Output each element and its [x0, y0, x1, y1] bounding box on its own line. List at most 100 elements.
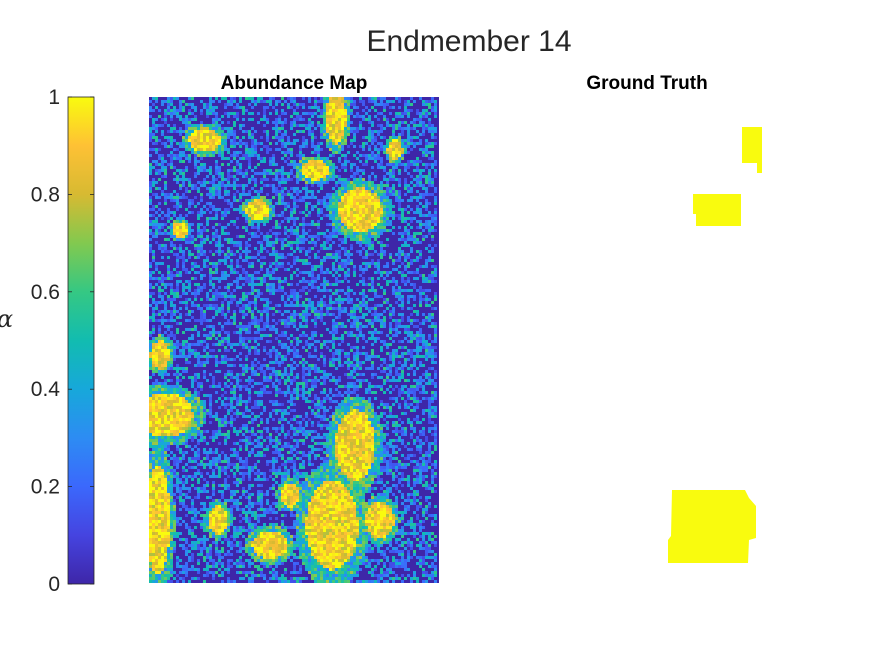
abundance-cell — [383, 310, 386, 313]
abundance-cell — [227, 175, 230, 178]
abundance-cell — [359, 334, 362, 337]
abundance-cell — [362, 256, 365, 259]
abundance-cell — [401, 325, 404, 328]
abundance-cell — [380, 313, 383, 316]
abundance-cell — [173, 247, 176, 250]
abundance-cell — [356, 220, 359, 223]
abundance-cell — [359, 226, 362, 229]
abundance-cell — [425, 145, 428, 148]
abundance-cell — [386, 346, 389, 349]
abundance-cell — [260, 211, 263, 214]
abundance-cell — [302, 271, 305, 274]
abundance-cell — [272, 127, 275, 130]
abundance-cell — [281, 127, 284, 130]
abundance-cell — [209, 250, 212, 253]
abundance-cell — [359, 373, 362, 376]
abundance-cell — [194, 196, 197, 199]
abundance-cell — [314, 196, 317, 199]
abundance-cell — [320, 208, 323, 211]
abundance-cell — [410, 355, 413, 358]
abundance-cell — [281, 289, 284, 292]
abundance-cell — [272, 268, 275, 271]
abundance-cell — [200, 310, 203, 313]
abundance-cell — [335, 349, 338, 352]
abundance-cell — [275, 289, 278, 292]
abundance-cell — [359, 196, 362, 199]
abundance-cell — [266, 133, 269, 136]
abundance-cell — [212, 283, 215, 286]
abundance-cell — [293, 124, 296, 127]
abundance-cell — [275, 118, 278, 121]
abundance-cell — [170, 304, 173, 307]
abundance-cell — [290, 358, 293, 361]
abundance-cell — [413, 145, 416, 148]
abundance-cell — [320, 244, 323, 247]
abundance-cell — [347, 190, 350, 193]
abundance-cell — [197, 133, 200, 136]
abundance-cell — [266, 310, 269, 313]
abundance-cell — [383, 223, 386, 226]
abundance-cell — [323, 175, 326, 178]
abundance-cell — [431, 307, 434, 310]
abundance-cell — [176, 256, 179, 259]
abundance-cell — [221, 274, 224, 277]
abundance-cell — [404, 106, 407, 109]
abundance-cell — [380, 157, 383, 160]
abundance-cell — [335, 268, 338, 271]
abundance-cell — [188, 124, 191, 127]
abundance-cell — [404, 358, 407, 361]
abundance-cell — [284, 244, 287, 247]
abundance-cell — [377, 211, 380, 214]
abundance-cell — [389, 310, 392, 313]
abundance-cell — [284, 160, 287, 163]
abundance-cell — [356, 358, 359, 361]
abundance-cell — [152, 181, 155, 184]
abundance-cell — [155, 241, 158, 244]
abundance-cell — [350, 259, 353, 262]
abundance-cell — [245, 358, 248, 361]
abundance-cell — [179, 238, 182, 241]
abundance-cell — [434, 325, 437, 328]
abundance-cell — [278, 223, 281, 226]
abundance-cell — [215, 184, 218, 187]
abundance-cell — [260, 247, 263, 250]
abundance-cell — [176, 376, 179, 379]
abundance-cell — [419, 223, 422, 226]
abundance-cell — [167, 100, 170, 103]
abundance-cell — [431, 340, 434, 343]
abundance-cell — [230, 373, 233, 376]
abundance-cell — [338, 322, 341, 325]
abundance-cell — [410, 250, 413, 253]
abundance-cell — [224, 316, 227, 319]
abundance-cell — [371, 100, 374, 103]
abundance-cell — [293, 250, 296, 253]
abundance-cell — [278, 130, 281, 133]
abundance-cell — [152, 361, 155, 364]
abundance-cell — [236, 250, 239, 253]
abundance-cell — [182, 151, 185, 154]
abundance-cell — [374, 355, 377, 358]
abundance-cell — [311, 235, 314, 238]
abundance-cell — [362, 211, 365, 214]
abundance-cell — [368, 226, 371, 229]
abundance-cell — [242, 157, 245, 160]
abundance-cell — [404, 325, 407, 328]
abundance-cell — [305, 124, 308, 127]
abundance-cell — [167, 238, 170, 241]
abundance-cell — [191, 343, 194, 346]
abundance-cell — [302, 319, 305, 322]
abundance-cell — [323, 169, 326, 172]
abundance-cell — [302, 346, 305, 349]
abundance-cell — [428, 280, 431, 283]
abundance-cell — [311, 169, 314, 172]
abundance-cell — [260, 187, 263, 190]
abundance-cell — [338, 214, 341, 217]
abundance-cell — [344, 124, 347, 127]
abundance-cell — [317, 265, 320, 268]
abundance-cell — [266, 199, 269, 202]
abundance-cell — [218, 136, 221, 139]
abundance-cell — [359, 325, 362, 328]
abundance-cell — [203, 334, 206, 337]
abundance-cell — [221, 259, 224, 262]
abundance-cell — [338, 193, 341, 196]
